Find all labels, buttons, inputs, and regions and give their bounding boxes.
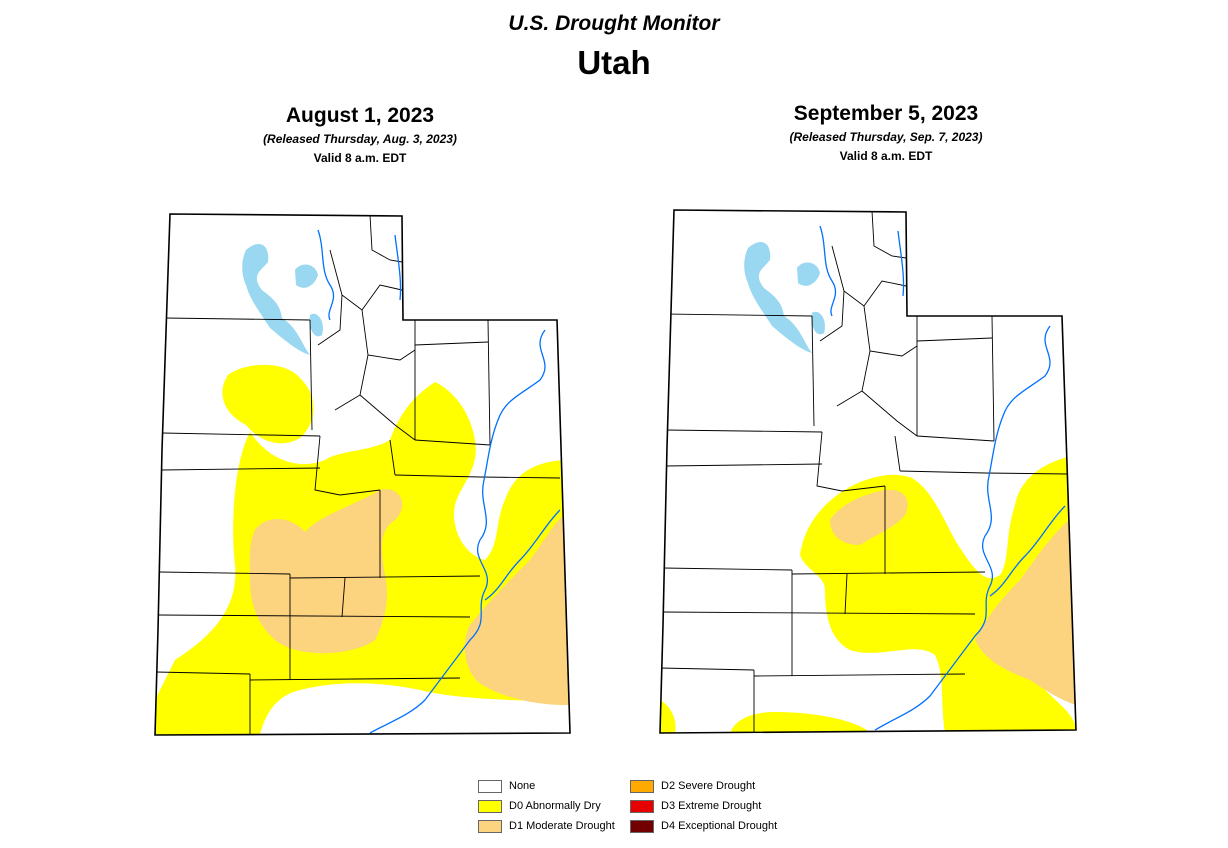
great-salt-lake-icon — [242, 243, 310, 355]
d1-moderate-drought-area — [249, 489, 570, 706]
great-salt-lake-icon — [744, 241, 812, 353]
map-header-august: August 1, 2023 (Released Thursday, Aug. … — [150, 103, 570, 167]
map-date: August 1, 2023 — [285, 104, 435, 127]
map-valid-time: Valid 8 a.m. EDT — [313, 151, 407, 165]
map-date: September 5, 2023 — [793, 102, 979, 125]
state-border — [659, 209, 1077, 734]
utah-map-september — [659, 209, 1077, 734]
legend-label: D4 Exceptional Drought — [661, 820, 778, 832]
utah-map-august — [154, 213, 571, 736]
legend-label: D0 Abnormally Dry — [509, 800, 601, 812]
d1-moderate-drought-area — [830, 489, 1076, 705]
lake-icon — [797, 262, 820, 286]
legend-swatch — [478, 799, 502, 813]
river-lines — [819, 225, 1066, 731]
legend-swatch — [630, 799, 654, 813]
map-release-date: (Released Thursday, Sep. 7, 2023) — [789, 130, 983, 144]
legend-swatch — [478, 819, 502, 833]
utah-lake-icon — [309, 313, 323, 337]
legend-label: D2 Severe Drought — [661, 780, 756, 792]
legend-swatch — [478, 779, 502, 793]
state-border — [154, 213, 571, 736]
legend-item-d0: D0 Abnormally Dry — [478, 796, 601, 816]
legend-swatch — [630, 779, 654, 793]
map-release-date: (Released Thursday, Aug. 3, 2023) — [263, 132, 457, 146]
map-header-september: September 5, 2023 (Released Thursday, Se… — [676, 101, 1096, 165]
legend-item-d2: D2 Severe Drought — [630, 776, 755, 796]
county-boundaries — [660, 210, 1069, 733]
legend-label: D3 Extreme Drought — [661, 800, 762, 812]
state-title: Utah — [577, 44, 651, 81]
map-valid-time: Valid 8 a.m. EDT — [839, 149, 933, 163]
legend-item-d4: D4 Exceptional Drought — [630, 816, 777, 836]
monitor-title: U.S. Drought Monitor — [508, 12, 720, 35]
legend-label: None — [509, 780, 536, 792]
legend-swatch — [630, 819, 654, 833]
county-boundaries — [155, 214, 561, 735]
legend-item-d1: D1 Moderate Drought — [478, 816, 615, 836]
utah-lake-icon — [811, 311, 825, 335]
legend-item-none: None — [478, 776, 535, 796]
lake-icon — [295, 264, 318, 288]
river-lines — [317, 229, 561, 734]
legend-item-d3: D3 Extreme Drought — [630, 796, 761, 816]
legend-label: D1 Moderate Drought — [509, 820, 615, 832]
drought-legend: None D0 Abnormally Dry D1 Moderate Droug… — [478, 776, 798, 838]
